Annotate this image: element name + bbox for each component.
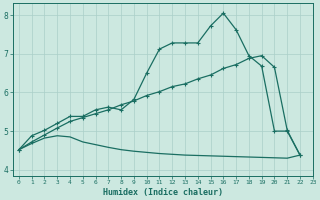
X-axis label: Humidex (Indice chaleur): Humidex (Indice chaleur) [103,188,223,197]
